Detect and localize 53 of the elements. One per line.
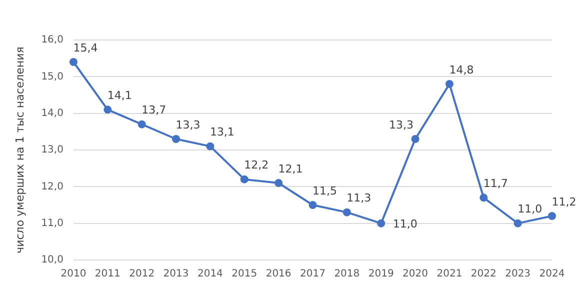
data-label: 11,2 [552,195,576,208]
x-tick-label: 2019 [368,268,394,280]
x-tick-label: 2023 [505,268,531,280]
data-label: 13,3 [176,118,200,132]
y-tick-label: 11,0 [41,218,64,229]
data-label: 11,7 [483,177,508,190]
data-label: 11,0 [518,202,542,216]
point [411,135,420,143]
y-tick-label: 14,0 [41,108,64,119]
data-label: 12,2 [244,158,269,172]
point [104,106,112,114]
x-tick-label: 2016 [266,268,292,280]
point [172,135,180,143]
x-tick-label: 2013 [163,268,189,280]
x-tick-label: 2018 [334,268,360,280]
point [514,219,522,228]
y-tick-label: 16,0 [41,34,64,46]
x-tick-label: 2022 [470,268,496,280]
data-label: 13,3 [389,118,414,132]
x-tick-label: 2020 [402,268,428,280]
x-tick-label: 2011 [94,268,120,280]
y-tick-label: 10,0 [41,254,64,266]
data-label: 11,5 [312,184,337,198]
data-label: 13,1 [210,126,234,139]
y-tick-label: 15,0 [41,71,64,82]
x-tick-label: 2017 [300,268,326,280]
point [274,179,283,187]
data-label: 14,8 [449,63,474,76]
data-label: 11,0 [392,218,418,231]
point [138,120,146,128]
point [342,208,351,216]
point [240,175,248,184]
x-tick-label: 2021 [436,268,462,280]
point [308,201,317,209]
x-tick-label: 2014 [197,268,223,280]
data-label: 15,4 [73,41,98,54]
point [480,194,488,202]
data-label: 11,3 [346,192,372,205]
point [69,58,78,66]
data-label: 14,1 [107,89,132,102]
point [548,212,556,220]
x-tick-label: 2024 [539,268,565,280]
y-tick-label: 12,0 [41,181,64,192]
point [377,219,386,228]
point [206,142,214,150]
data-label: 13,7 [142,104,166,117]
y-tick-label: 13,0 [41,144,64,156]
y-axis-title: число умерших на 1 тыс населения [13,46,26,254]
x-tick-label: 2012 [129,268,155,280]
data-label: 12,1 [278,162,303,176]
point [445,80,454,88]
x-tick-label: 2010 [60,268,86,280]
x-tick-label: 2015 [232,268,258,280]
